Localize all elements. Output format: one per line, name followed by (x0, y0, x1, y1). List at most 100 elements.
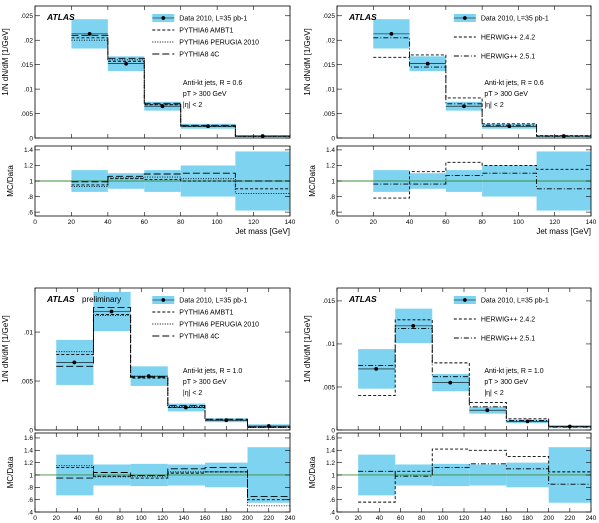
ratio-y-tick-label: .4 (330, 509, 336, 516)
legend-data-marker (462, 298, 467, 302)
main-y-tick-label: 0 (29, 135, 33, 142)
x-tick-label: 140 (178, 515, 189, 522)
main-y-tick-label: .02 (24, 38, 33, 45)
main-y-tick-label: .01 (24, 329, 33, 336)
x-tick-label: 80 (418, 515, 426, 522)
ratio-y-tick-label: .6 (28, 497, 34, 504)
x-tick-label: 0 (335, 515, 339, 522)
ratio-pad: 0 20 40 60 80 100 120 140 .6 .8 1 1.2 1.4 MC/Data Jet … (6, 145, 296, 236)
x-tick-label: 60 (397, 515, 405, 522)
ratio-y-tick-label: 1.6 (326, 435, 335, 442)
ratio-y-tick-label: .8 (28, 485, 34, 492)
data-point (374, 366, 379, 371)
x-tick-label: 0 (33, 219, 37, 226)
ratio-y-tick-label: 1.4 (326, 448, 335, 455)
x-tick-label: 220 (564, 515, 575, 522)
x-tick-label: 140 (285, 219, 296, 226)
main-y-tick-label: .025 (20, 13, 33, 20)
annotation-line-1: pT > 300 GeV (183, 91, 227, 98)
mc-histogram-1 (373, 37, 591, 137)
x-tick-label: 20 (370, 219, 378, 226)
data-point (160, 104, 165, 109)
x-tick-label: 40 (74, 515, 82, 522)
legend-entry-data: Data 2010, L=35 pb-1 (481, 298, 549, 305)
main-frame (336, 5, 592, 139)
ratio-histogram-1 (358, 463, 591, 485)
legend-entry-0: PYTHIA6 AMBT1 (179, 28, 233, 35)
x-tick-label: 20 (68, 219, 76, 226)
ratio-y-tick-label: .8 (28, 194, 34, 201)
data-point (425, 61, 430, 66)
legend-entry-1: PYTHIA6 PERUGIA 2010 (179, 322, 259, 329)
data-point (525, 419, 530, 424)
ratio-y-tick-label: 1.2 (326, 163, 335, 170)
main-y-tick-label: .015 (20, 62, 33, 69)
y-axis-label: 1/N dN/dM [1/GeV] (303, 315, 312, 383)
ratio-histogram-0 (71, 178, 290, 190)
ratio-y-tick-label: .6 (330, 209, 336, 216)
ratio-y-tick-label: .8 (330, 194, 336, 201)
x-tick-label: 40 (104, 219, 112, 226)
legend: Data 2010, L=35 pb-1 HERWIG++ 2.4.2 HERWIG… (453, 14, 549, 61)
atlas-label: ATLAS (348, 12, 377, 22)
panel-bottom-right: 0 .005 .01 .015 1/N dN/dM [1/GeV] ATLAS Data 2… (303, 287, 597, 522)
ratio-y-tick-label: .4 (28, 509, 34, 516)
x-tick-label: 240 (586, 515, 597, 522)
ratio-y-tick-label: .6 (28, 209, 34, 216)
x-tick-label: 40 (376, 515, 384, 522)
x-tick-label: 200 (242, 515, 253, 522)
legend-data-marker (462, 16, 467, 20)
ratio-y-tick-label: 1.4 (24, 147, 33, 154)
legend-entry-2: PYTHIA8 4C (179, 334, 219, 341)
annotation-line-0: Anti-kt jets, R = 0.6 (484, 80, 543, 87)
ratio-y-axis-label: MC/Data (308, 456, 317, 488)
x-tick-label: 100 (513, 219, 524, 226)
panel-top-left: 0 .005 .01 .015 .02 .025 1/N dN/dM [1/GeV] ATLA… (1, 5, 296, 236)
atlas-label: ATLAS (348, 294, 377, 304)
annotation-line-2: |η| < 2 (183, 102, 203, 109)
x-tick-label: 20 (53, 515, 61, 522)
data-point (561, 134, 566, 138)
main-y-tick-label: 0 (331, 135, 335, 142)
legend-entry-1: PYTHIA6 PERUGIA 2010 (179, 40, 259, 47)
main-pad: 0 .005 .01 .015 1/N dN/dM [1/GeV] ATLAS Data 2… (303, 287, 592, 434)
x-tick-label: 120 (549, 219, 560, 226)
x-tick-label: 120 (157, 515, 168, 522)
x-tick-label: 160 (501, 515, 512, 522)
mc-histogram-2 (71, 34, 290, 137)
x-tick-label: 120 (459, 515, 470, 522)
y-axis-label: 1/N dN/dM [1/GeV] (303, 28, 312, 96)
main-y-tick-label: .005 (322, 111, 335, 118)
data-point (206, 124, 210, 129)
data-point (72, 360, 77, 365)
ratio-histogram-2 (71, 172, 290, 183)
annotation-line-2: |η| < 2 (484, 390, 504, 397)
legend-data-marker (161, 16, 166, 20)
legend-entry-data: Data 2010, L=35 pb-1 (179, 298, 247, 305)
mc-histogram-1 (71, 39, 290, 137)
data-point (183, 405, 188, 410)
x-tick-label: 160 (200, 515, 211, 522)
data-point (485, 408, 490, 413)
annotation-line-1: pT > 300 GeV (484, 91, 528, 98)
ratio-y-axis-label: MC/Data (6, 456, 15, 488)
legend-entry-2: PYTHIA8 4C (179, 52, 219, 59)
atlas-label: ATLAS (46, 294, 75, 304)
x-tick-label: 80 (177, 219, 185, 226)
x-tick-label: 0 (335, 219, 339, 226)
x-tick-label: 100 (437, 515, 448, 522)
x-tick-label: 120 (248, 219, 259, 226)
ratio-y-tick-label: .6 (330, 497, 336, 504)
x-tick-label: 100 (212, 219, 223, 226)
y-axis-label: 1/N dN/dM [1/GeV] (1, 315, 10, 383)
x-tick-label: 240 (285, 515, 296, 522)
main-y-tick-label: .005 (20, 378, 33, 385)
ratio-y-tick-label: 1 (331, 472, 335, 479)
legend-entry-0: HERWIG++ 2.4.2 (481, 317, 535, 324)
main-y-tick-label: .005 (322, 384, 335, 391)
data-point (389, 31, 394, 36)
main-y-tick-label: 0 (29, 427, 33, 434)
ratio-y-tick-label: 1 (29, 472, 33, 479)
ratio-y-tick-label: 1 (29, 178, 33, 185)
legend-entry-0: HERWIG++ 2.4.2 (481, 35, 535, 42)
